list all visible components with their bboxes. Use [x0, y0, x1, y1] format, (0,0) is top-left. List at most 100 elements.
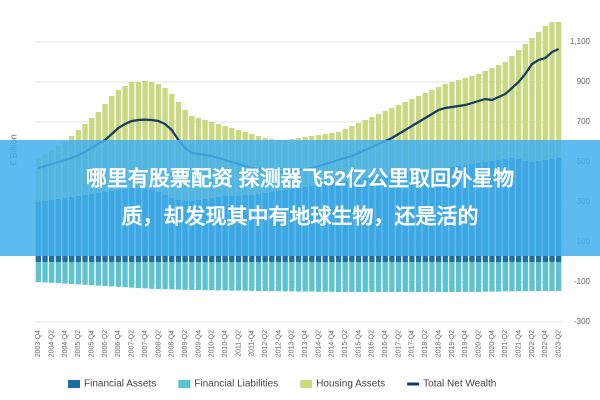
bar [495, 65, 502, 160]
bar [182, 262, 188, 290]
bar [435, 87, 442, 169]
x-tick-label: 2019-Q4 [462, 330, 469, 357]
bar [269, 262, 275, 292]
bar [475, 74, 482, 163]
y-tick-label: -100 [574, 277, 591, 286]
x-tick-label: 2009-Q4 [195, 330, 202, 357]
bar [249, 262, 255, 291]
bar [549, 22, 555, 159]
bar [509, 262, 515, 292]
bar [555, 22, 562, 158]
bar [515, 262, 522, 292]
banner [0, 140, 600, 256]
bar [275, 262, 282, 292]
x-tick-label: 2012-Q2 [262, 330, 269, 357]
bar [422, 262, 428, 292]
bar [302, 262, 308, 292]
bar [529, 38, 535, 162]
bar [109, 262, 115, 287]
bar [289, 262, 295, 292]
bar [415, 96, 422, 172]
bar [469, 262, 475, 292]
bar [155, 262, 162, 289]
bar [349, 262, 355, 292]
x-tick-label: 2015-Q4 [355, 330, 362, 357]
bar [342, 262, 348, 292]
bar [515, 50, 522, 159]
bar [442, 84, 448, 168]
bar [449, 262, 455, 292]
x-tick-label: 2021-Q4 [515, 330, 522, 357]
bar [255, 262, 262, 291]
legend-label: Financial Liabilities [194, 379, 278, 390]
x-tick-label: 2007-Q2 [129, 330, 136, 357]
x-tick-label: 2008-Q4 [169, 330, 176, 357]
bar [429, 262, 435, 292]
bar [362, 262, 368, 292]
bar [389, 262, 395, 292]
bar [469, 76, 475, 164]
y-tick-label: -300 [574, 317, 591, 326]
bar [382, 262, 388, 292]
bar [482, 262, 488, 292]
x-tick-label: 2007-Q4 [142, 330, 149, 357]
bar [135, 262, 142, 288]
bar [209, 262, 215, 291]
bar [422, 93, 428, 171]
bar [95, 262, 102, 286]
bar [495, 262, 502, 292]
bar [522, 44, 528, 161]
legend-label: Housing Assets [316, 379, 385, 390]
bar [369, 262, 375, 292]
y-tick-label: 1,100 [570, 37, 591, 46]
bar [375, 262, 382, 292]
x-tick-label: 2018-Q2 [422, 330, 429, 357]
bar [155, 84, 162, 192]
x-tick-label: 2013-Q4 [302, 330, 309, 357]
bar [455, 80, 462, 166]
legend-marker [300, 380, 313, 388]
legend-marker [68, 380, 80, 388]
bar [115, 262, 122, 287]
bar [355, 262, 362, 292]
x-tick-label: 2016-Q4 [382, 330, 389, 357]
y-tick-label: 900 [577, 77, 591, 86]
bar [462, 262, 468, 292]
x-tick-label: 2014-Q4 [329, 330, 336, 357]
bar [555, 262, 562, 291]
bar [229, 262, 235, 291]
bar [335, 262, 342, 292]
bar [409, 262, 415, 292]
x-tick-label: 2020-Q2 [475, 330, 482, 357]
bar [89, 262, 95, 286]
x-tick-label: 2021-Q2 [502, 330, 509, 357]
bar [415, 262, 422, 292]
bar [542, 26, 548, 160]
bar [429, 90, 435, 170]
bar [535, 262, 542, 291]
banner-text: 哪里有股票配资 探测器飞52亿公里取回外星物 [86, 167, 514, 191]
x-tick-label: 2006-Q2 [102, 330, 109, 357]
bar [202, 262, 208, 291]
bar [462, 78, 468, 165]
bar [82, 262, 88, 285]
x-tick-label: 2010-Q2 [209, 330, 216, 357]
x-tick-label: 2020-Q4 [489, 330, 496, 357]
bar [162, 262, 168, 290]
legend-marker [178, 380, 191, 388]
bar [309, 262, 315, 292]
bar [295, 262, 302, 292]
bar [315, 262, 322, 292]
bar [535, 32, 542, 161]
bar [449, 82, 455, 167]
bar [502, 62, 508, 159]
bar [55, 262, 62, 284]
bar [215, 262, 222, 291]
bar [502, 262, 508, 292]
bar [149, 82, 155, 190]
bar [475, 262, 482, 292]
bar [549, 262, 555, 291]
bar [75, 262, 82, 285]
bar [122, 262, 128, 288]
bar [169, 262, 175, 290]
